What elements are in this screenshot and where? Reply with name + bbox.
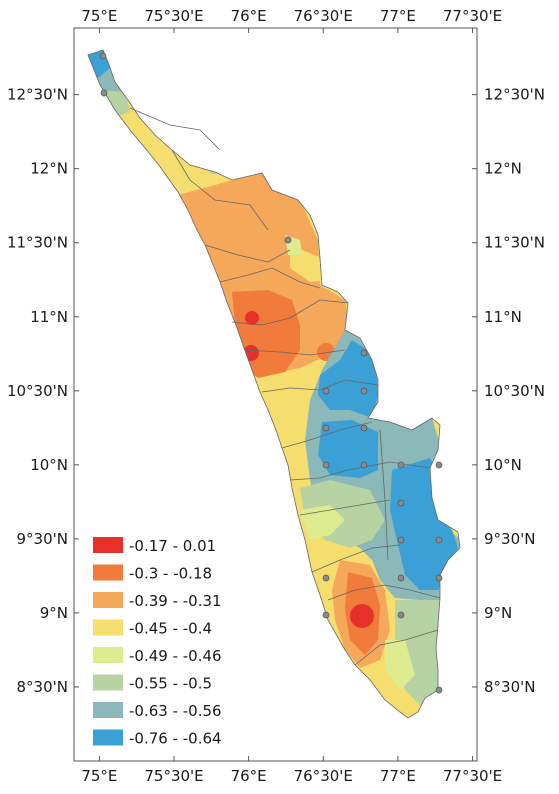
stations [99,52,443,694]
legend-label: -0.49 - -0.46 [129,647,222,665]
station-marker [397,574,405,582]
station-marker [322,611,330,619]
station-marker [397,499,405,507]
legend: -0.17 - 0.01 -0.3 - -0.18 -0.39 - -0.31 -0.… [93,537,222,748]
legend-label: -0.55 - -0.5 [129,675,212,693]
zone-east-blue-c [390,458,458,590]
zone-south-lime [385,640,415,690]
station-marker [360,349,368,357]
legend-swatch [93,674,123,691]
station-marker [99,52,107,60]
legend-swatch [93,702,123,718]
lon-label-bottom: 76°E [231,767,267,785]
lon-label-top: 77°E [380,7,416,25]
lat-label-right: 9°N [484,604,512,622]
station-marker [322,387,330,395]
legend-swatch [93,647,123,663]
lon-label-bottom: 77°30'E [443,767,502,785]
lat-label-right: 10°30'N [484,382,545,400]
lon-label-top: 75°30'E [144,7,203,25]
legend-label: -0.17 - 0.01 [129,537,216,555]
station-marker [435,461,443,469]
lon-label-top: 77°30'E [443,7,502,25]
legend-swatch [93,729,123,746]
zone-east-blue-a [318,340,378,418]
lat-label-right: 11°30'N [484,234,545,252]
station-marker [397,611,405,619]
station-marker [397,536,405,544]
lat-label-left: 10°N [30,456,68,474]
legend-label: -0.39 - -0.31 [129,592,222,610]
station-marker [397,461,405,469]
lat-label-right: 12°N [484,160,522,178]
station-marker [284,236,292,244]
station-marker [322,424,330,432]
lat-label-left: 11°30'N [7,234,68,252]
legend-swatch [93,537,123,553]
zone-red-hotspot-1 [245,311,259,325]
lat-label-left: 12°N [30,160,68,178]
station-marker [322,461,330,469]
lat-label-right: 12°30'N [484,86,545,104]
legend-label: -0.76 - -0.64 [129,730,222,748]
zone-light-orange-band [178,172,350,375]
legend-label: -0.3 - -0.18 [129,565,212,583]
station-marker [360,387,368,395]
lat-label-left: 8°30'N [17,678,68,696]
boundaries [87,49,461,719]
zone-red-hotspot-south [350,604,374,628]
graticule-ticks: 75°E 75°E 75°30'E 75°30'E 76°E 76°E 76°30'E 76°… [7,7,545,785]
station-marker [435,686,443,694]
lon-label-top: 75°E [81,7,117,25]
station-marker [360,424,368,432]
legend-swatch [93,564,123,581]
lon-label-bottom: 75°30'E [144,767,203,785]
zone-lime-band-south [300,505,345,540]
lat-label-left: 11°N [30,308,68,326]
legend-swatch [93,619,123,636]
station-marker [435,574,443,582]
lon-label-top: 76°30'E [294,7,353,25]
legend-label: -0.63 - -0.56 [129,702,222,720]
lat-label-right: 9°30'N [484,530,535,548]
lat-label-left: 9°30'N [17,530,68,548]
lon-label-bottom: 77°E [380,767,416,785]
lat-label-left: 12°30'N [7,86,68,104]
lon-label-bottom: 75°E [81,767,117,785]
legend-swatch [93,592,123,608]
station-marker [322,574,330,582]
lat-label-right: 10°N [484,456,522,474]
lat-label-right: 11°N [484,308,522,326]
station-marker [360,461,368,469]
station-marker [435,536,443,544]
station-marker [100,89,108,97]
lon-label-bottom: 76°30'E [294,767,353,785]
legend-label: -0.45 - -0.4 [129,620,212,638]
lat-label-left: 9°N [40,604,68,622]
lat-label-right: 8°30'N [484,678,535,696]
lon-label-top: 76°E [231,7,267,25]
lat-label-left: 10°30'N [7,382,68,400]
